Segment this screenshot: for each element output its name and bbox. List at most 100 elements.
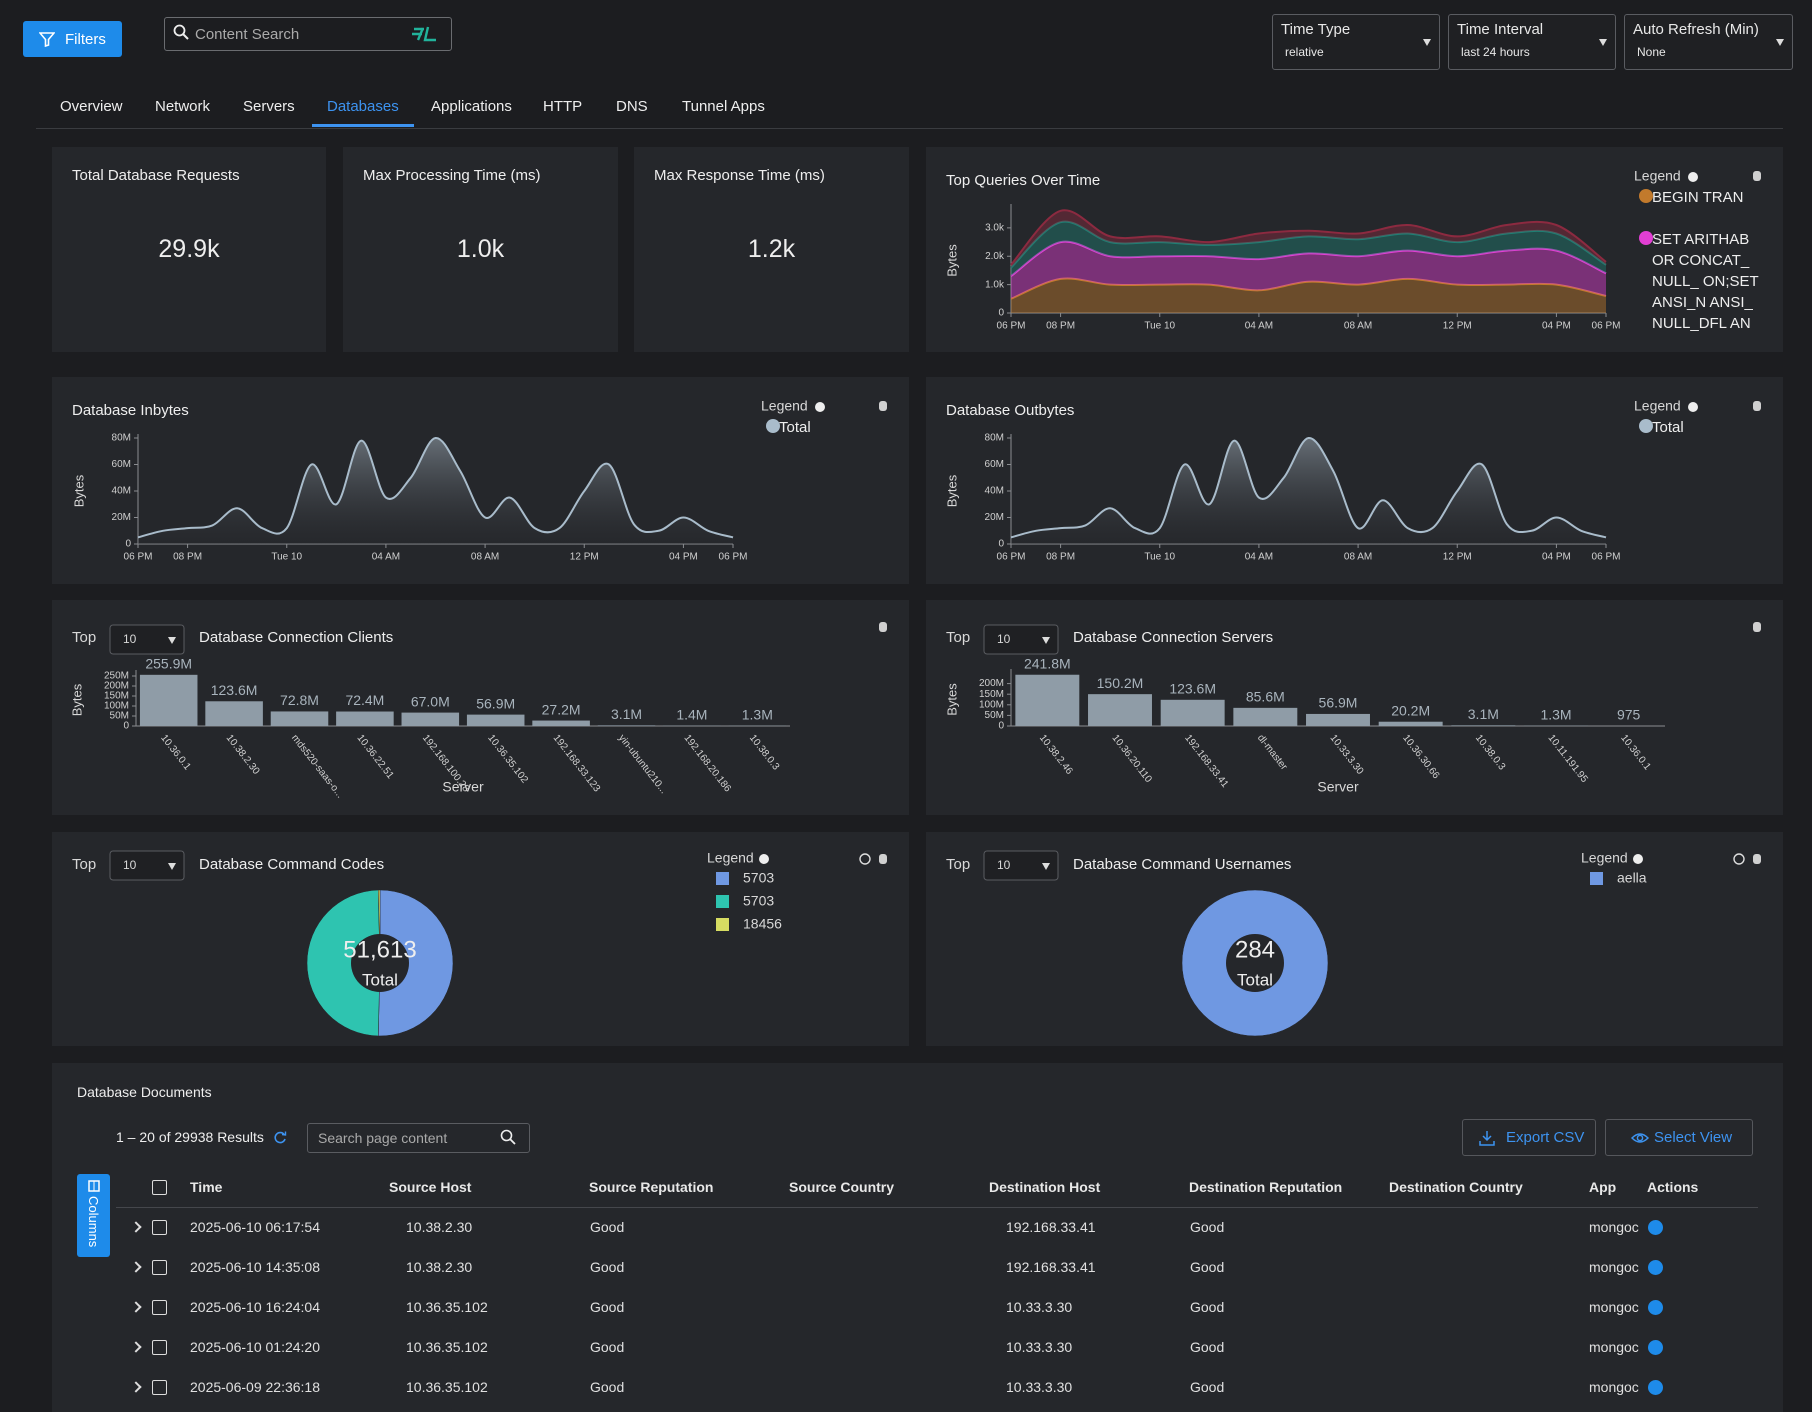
widget-icon[interactable]: [1753, 854, 1761, 864]
column-header[interactable]: Destination Country: [1389, 1179, 1523, 1195]
table-cell: Good: [590, 1379, 625, 1395]
expand-chevron[interactable]: [130, 1381, 142, 1393]
time-type-select[interactable]: Time Type relative: [1272, 14, 1440, 70]
x-tick-label: dl-master: [1255, 733, 1290, 773]
x-tick-label: Tue 10: [271, 552, 302, 563]
top-n-select[interactable]: [983, 850, 1059, 881]
legend-expand-icon[interactable]: [1633, 854, 1643, 864]
legend-expand-icon[interactable]: [1688, 172, 1698, 182]
x-tick-label: 04 AM: [1245, 552, 1273, 563]
column-header[interactable]: Destination Host: [989, 1179, 1101, 1195]
filters-button[interactable]: Filters: [23, 21, 122, 57]
select-view-label: Select View: [1654, 1129, 1733, 1146]
tab[interactable]: DNS: [616, 98, 648, 115]
column-header[interactable]: Destination Reputation: [1189, 1179, 1343, 1195]
x-tick-label: 10.11.191.95: [1546, 733, 1590, 786]
column-header[interactable]: Source Reputation: [589, 1179, 714, 1195]
table-cell: mongoc: [1589, 1259, 1639, 1275]
area-fill: [1011, 437, 1606, 544]
search-icon: [500, 1129, 516, 1145]
tab[interactable]: Network: [155, 98, 211, 115]
bar: [270, 711, 329, 726]
legend-expand-icon[interactable]: [759, 854, 769, 864]
tab[interactable]: Tunnel Apps: [682, 98, 765, 115]
x-tick-label: 10.38.0.3: [1473, 733, 1508, 773]
top-n-select[interactable]: [109, 850, 185, 881]
column-header[interactable]: Source Host: [389, 1179, 472, 1195]
column-header[interactable]: Time: [190, 1179, 223, 1195]
expand-chevron[interactable]: [130, 1221, 142, 1233]
info-icon[interactable]: [1648, 1340, 1663, 1355]
area-fill: [138, 437, 733, 544]
auto-refresh-select[interactable]: Auto Refresh (Min) None: [1624, 14, 1793, 70]
top-n-select[interactable]: [109, 624, 185, 655]
tab[interactable]: Overview: [60, 98, 123, 115]
table-cell: 10.33.3.30: [1006, 1379, 1073, 1395]
widget-icon[interactable]: [1753, 171, 1761, 181]
column-header[interactable]: Source Country: [789, 1179, 895, 1195]
select-label: Time Type: [1281, 21, 1351, 38]
area-line: [1010, 240, 1607, 277]
row-checkbox[interactable]: [152, 1300, 167, 1315]
x-tick-label: 10.38.0.3: [747, 733, 782, 773]
legend-expand-icon[interactable]: [815, 402, 825, 412]
x-tick-label: 192.168.20.186: [681, 733, 733, 795]
info-icon[interactable]: [1648, 1300, 1663, 1315]
row-checkbox[interactable]: [152, 1220, 167, 1235]
header-divider: [116, 1207, 1758, 1208]
widget-icon[interactable]: [1753, 622, 1761, 632]
info-icon[interactable]: [1648, 1380, 1663, 1395]
row-checkbox[interactable]: [152, 1380, 167, 1395]
columns-button[interactable]: Columns: [77, 1174, 110, 1257]
dropdown-arrow: [1776, 39, 1784, 46]
widget-icon[interactable]: [1753, 401, 1761, 411]
x-tick-label: 04 PM: [669, 552, 698, 563]
x-tick-label: 10.36.30.66: [1400, 733, 1441, 782]
info-icon[interactable]: [1648, 1220, 1663, 1235]
kpi-title: Max Processing Time (ms): [363, 167, 541, 184]
row-checkbox[interactable]: [152, 1340, 167, 1355]
legend-expand-icon[interactable]: [1688, 402, 1698, 412]
top-n-select[interactable]: [983, 624, 1059, 655]
widget-icon[interactable]: [879, 622, 887, 632]
content-search[interactable]: Content Search: [164, 17, 452, 51]
y-axis-label: Bytes: [944, 474, 959, 507]
widget-icon[interactable]: [879, 401, 887, 411]
legend-item: Total: [1652, 419, 1684, 436]
tab[interactable]: Applications: [431, 98, 512, 115]
tab[interactable]: HTTP: [543, 98, 583, 115]
expand-chevron[interactable]: [130, 1301, 142, 1313]
widget-icon[interactable]: [879, 854, 887, 864]
search-placeholder: Search page content: [318, 1130, 448, 1146]
x-tick-label: 10.36.35.102: [485, 733, 530, 786]
table-title: Database Documents: [77, 1084, 212, 1100]
x-tick-label: 10.33.3.30: [1328, 733, 1366, 777]
column-header[interactable]: App: [1589, 1179, 1617, 1195]
select-view-button[interactable]: Select View: [1605, 1119, 1753, 1156]
tab[interactable]: Databases: [327, 98, 399, 115]
header-checkbox[interactable]: [152, 1180, 167, 1195]
info-icon[interactable]: [1648, 1260, 1663, 1275]
expand-chevron[interactable]: [130, 1261, 142, 1273]
dropdown-arrow: [168, 637, 176, 644]
y-tick-label: 0: [123, 721, 129, 732]
legend-label: 5703: [743, 893, 774, 909]
tab[interactable]: Servers: [243, 98, 295, 115]
y-tick-label: 250M: [104, 671, 129, 682]
chart: Top 10 Database Command Usernames aella 284 T…: [946, 850, 1761, 1037]
page-search[interactable]: Search page content: [307, 1123, 530, 1153]
toggle-icon[interactable]: [1733, 853, 1745, 865]
refresh-icon[interactable]: [273, 1131, 287, 1145]
bar: [401, 712, 460, 726]
x-tick-label: 04 AM: [1245, 321, 1273, 332]
chart-panel: Top 10 Database Command Codes 5703 5703 18456…: [52, 832, 909, 1046]
expand-chevron[interactable]: [130, 1341, 142, 1353]
table-panel: Database Documents 1 – 20 of 29938 Resul…: [52, 1063, 1783, 1412]
export-button[interactable]: Export CSV: [1462, 1119, 1596, 1156]
table-cell: Good: [1190, 1339, 1225, 1355]
time-interval-select[interactable]: Time Interval last 24 hours: [1448, 14, 1616, 70]
toggle-icon[interactable]: [859, 853, 871, 865]
column-header[interactable]: Actions: [1647, 1179, 1699, 1195]
chart-title: Database Connection Servers: [1073, 629, 1273, 646]
row-checkbox[interactable]: [152, 1260, 167, 1275]
